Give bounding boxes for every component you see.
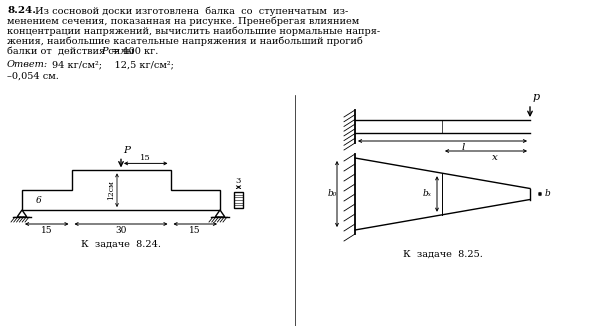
Text: 30: 30: [115, 226, 127, 235]
Text: –0,054 см.: –0,054 см.: [7, 72, 59, 81]
Text: P: P: [123, 146, 130, 156]
Text: b₀: b₀: [327, 189, 337, 199]
Text: b: b: [545, 189, 550, 199]
Polygon shape: [215, 210, 225, 217]
Text: К  задаче  8.24.: К задаче 8.24.: [81, 240, 161, 249]
Text: К  задаче  8.25.: К задаче 8.25.: [402, 250, 483, 259]
Text: концентрации напряжений, вычислить наибольшие нормальные напря-: концентрации напряжений, вычислить наибо…: [7, 27, 380, 37]
Polygon shape: [22, 170, 220, 210]
Text: жения, наибольшие касательные напряжения и наибольший прогиб: жения, наибольшие касательные напряжения…: [7, 37, 363, 47]
Text: 6: 6: [36, 196, 42, 205]
Text: 15: 15: [41, 226, 53, 235]
Text: p: p: [533, 92, 540, 102]
Text: 15: 15: [140, 155, 151, 162]
Text: 8.24.: 8.24.: [7, 6, 36, 15]
Text: 3: 3: [236, 177, 241, 185]
Text: балки от  действия силы: балки от действия силы: [7, 47, 140, 56]
Text: l: l: [462, 143, 465, 152]
Text: Из сосновой доски изготовлена  балка  со  ступенчатым  из-: Из сосновой доски изготовлена балка со с…: [35, 6, 348, 16]
Text: 15: 15: [189, 226, 201, 235]
Bar: [234, 192, 243, 208]
Text: = 400 кг.: = 400 кг.: [109, 47, 159, 56]
Text: 94 кг/см²;    12,5 кг/см²;: 94 кг/см²; 12,5 кг/см²;: [52, 60, 174, 69]
Text: Ответ:: Ответ:: [7, 60, 48, 69]
Text: P: P: [101, 47, 108, 56]
Text: bₓ: bₓ: [422, 189, 431, 199]
Text: 12см: 12см: [107, 180, 115, 200]
Text: x: x: [491, 153, 497, 162]
Polygon shape: [17, 210, 27, 217]
Text: менением сечения, показанная на рисунке. Пренебрегая влиянием: менением сечения, показанная на рисунке.…: [7, 17, 359, 26]
